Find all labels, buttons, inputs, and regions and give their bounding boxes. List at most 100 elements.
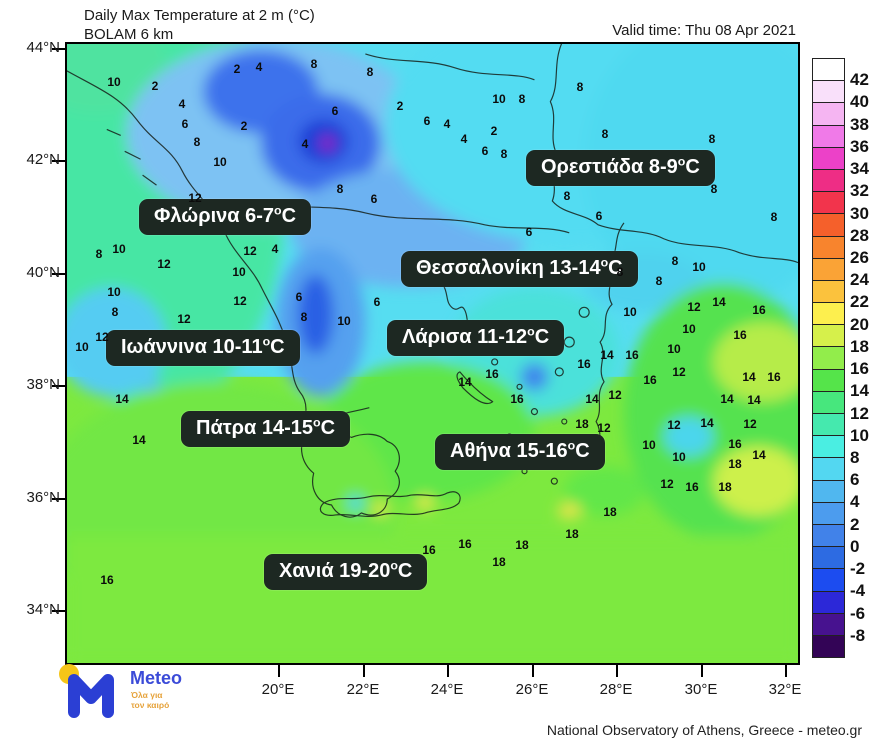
degree-sup: o — [527, 324, 535, 339]
contour-value-label: 10 — [642, 438, 656, 452]
map-canvas[interactable]: Φλώρινα 6-7oC Ορεστιάδα 8-9oC Θεσσαλονίκη … — [65, 42, 800, 665]
city-temp-text: Πάτρα 14-15 — [196, 417, 314, 439]
contour-value-label: 6 — [370, 192, 378, 206]
colorbar-cell — [813, 479, 844, 502]
contour-value-label: 10 — [107, 285, 121, 299]
contour-value-label: 18 — [718, 480, 732, 494]
lon-tick — [447, 665, 449, 677]
colorbar-cell — [813, 546, 844, 569]
logo-tagline-line2: τον καιρό — [131, 700, 170, 710]
contour-value-label: 4 — [271, 242, 279, 256]
contour-value-label: 8 — [601, 127, 609, 141]
meteo-logo-mark — [59, 664, 114, 718]
map-title: Daily Max Temperature at 2 m (°C) BOLAM … — [84, 6, 315, 44]
contour-value-label: 10 — [667, 342, 681, 356]
lon-axis-label: 22°E — [346, 681, 380, 698]
contour-value-label: 14 — [132, 433, 146, 447]
contour-value-label: 16 — [643, 373, 657, 387]
colorbar-cell — [813, 435, 844, 458]
city-temp-label-florina: Φλώρινα 6-7oC — [139, 199, 312, 235]
lat-axis-label: 38°N — [26, 376, 60, 393]
contour-value-label: 18 — [565, 527, 579, 541]
city-temp-label-ioannina: Ιωάννινα 10-11oC — [106, 330, 300, 366]
contour-value-label: 14 — [712, 295, 726, 309]
contour-value-label: 10 — [75, 340, 89, 354]
contour-value-label: 12 — [95, 330, 109, 344]
contour-value-label: 8 — [576, 80, 584, 94]
contour-value-label: 10 — [107, 75, 121, 89]
degree-unit: C — [575, 440, 590, 462]
contour-value-label: 10 — [112, 242, 126, 256]
map-overlays: Φλώρινα 6-7oC Ορεστιάδα 8-9oC Θεσσαλονίκη … — [67, 44, 798, 663]
contour-value-label: 10 — [492, 92, 506, 106]
contour-value-label: 8 — [708, 132, 716, 146]
contour-value-label: 18 — [515, 538, 529, 552]
city-temp-text: Ιωάννινα 10-11 — [121, 336, 263, 358]
contour-value-label: 4 — [301, 137, 309, 151]
colorbar-tick-label: 6 — [850, 470, 860, 490]
city-temp-label-orestiada: Ορεστιάδα 8-9oC — [526, 150, 715, 186]
lon-axis-label: 30°E — [684, 681, 718, 698]
contour-value-label: 16 — [422, 543, 436, 557]
contour-value-label: 16 — [458, 537, 472, 551]
contour-value-label: 14 — [115, 392, 129, 406]
lat-tick — [52, 498, 65, 500]
lat-tick — [52, 610, 65, 612]
colorbar-tick-label: 12 — [850, 403, 869, 423]
contour-value-label: 4 — [460, 132, 468, 146]
contour-value-label: 6 — [331, 104, 339, 118]
contour-value-label: 12 — [608, 388, 622, 402]
contour-value-label: 8 — [366, 65, 374, 79]
colorbar-cell — [813, 191, 844, 214]
colorbar-cell — [813, 501, 844, 524]
meteo-logo[interactable]: Meteo Όλα για τον καιρό — [48, 662, 228, 720]
contour-value-label: 14 — [720, 392, 734, 406]
logo-name: Meteo — [130, 668, 183, 688]
city-temp-text: Χανιά 19-20 — [279, 560, 391, 582]
degree-sup: o — [262, 334, 271, 349]
colorbar-cell — [813, 368, 844, 391]
contour-value-label: 14 — [700, 416, 714, 430]
contour-value-label: 16 — [100, 573, 114, 587]
contour-value-label: 16 — [767, 370, 781, 384]
colorbar-tick-label: 8 — [850, 448, 860, 467]
colorbar-cell — [813, 457, 844, 480]
colorbar-tick-label: 18 — [850, 336, 869, 356]
logo-tagline-line1: Όλα για — [131, 690, 163, 700]
colorbar-tick-label: 40 — [850, 92, 869, 112]
contour-value-label: 4 — [255, 60, 263, 74]
colorbar — [812, 58, 845, 658]
colorbar-cell — [813, 168, 844, 192]
colorbar-cell — [813, 390, 844, 413]
colorbar-cell — [813, 413, 844, 436]
logo-m-icon — [68, 674, 114, 718]
contour-value-label: 12 — [233, 294, 247, 308]
contour-value-label: 12 — [243, 244, 257, 258]
colorbar-tick-label: -6 — [850, 603, 866, 623]
contour-value-label: 6 — [373, 295, 381, 309]
degree-unit: C — [281, 205, 297, 227]
contour-value-label: 8 — [563, 189, 571, 203]
contour-value-label: 12 — [660, 477, 674, 491]
map-title-line1: Daily Max Temperature at 2 m (°C) — [84, 7, 315, 24]
contour-value-label: 2 — [490, 124, 498, 138]
contour-value-label: 8 — [710, 182, 718, 196]
degree-unit: C — [270, 336, 285, 358]
contour-value-label: 4 — [178, 97, 186, 111]
lon-tick — [785, 665, 787, 677]
lat-axis-label: 40°N — [26, 264, 60, 281]
lat-axis-label: 44°N — [26, 39, 60, 56]
contour-value-label: 8 — [300, 310, 308, 324]
lat-tick — [52, 385, 65, 387]
contour-value-label: 14 — [742, 370, 756, 384]
contour-value-label: 14 — [585, 392, 599, 406]
contour-value-label: 16 — [577, 357, 591, 371]
colorbar-cell — [813, 257, 844, 280]
city-temp-text: Θεσσαλονίκη 13-14 — [416, 257, 601, 279]
contour-value-label: 6 — [295, 290, 303, 304]
lon-tick — [278, 665, 280, 677]
lat-axis-label: 36°N — [26, 489, 60, 506]
contour-value-label: 10 — [337, 314, 351, 328]
contour-value-label: 18 — [492, 555, 506, 569]
colorbar-tick-label: 24 — [850, 270, 869, 290]
